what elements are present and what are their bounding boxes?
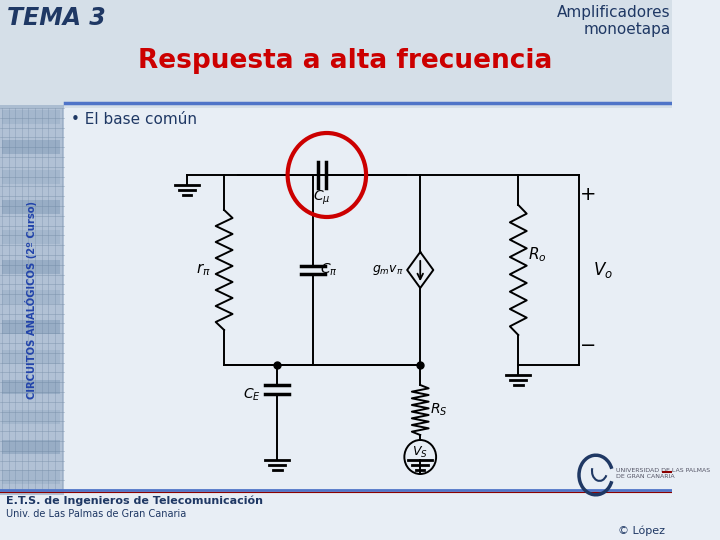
- Text: CIRCUITOS ANALÓGICOS (2º Curso): CIRCUITOS ANALÓGICOS (2º Curso): [24, 201, 37, 399]
- Text: $C_E$: $C_E$: [243, 387, 261, 403]
- FancyBboxPatch shape: [2, 440, 60, 454]
- FancyBboxPatch shape: [0, 0, 672, 108]
- Text: +: +: [580, 186, 597, 205]
- FancyBboxPatch shape: [2, 290, 60, 304]
- Text: monoetapa: monoetapa: [583, 22, 670, 37]
- Text: UNIVERSIDAD DE LAS PALMAS
DE GRAN CANARIA: UNIVERSIDAD DE LAS PALMAS DE GRAN CANARI…: [616, 468, 711, 479]
- FancyBboxPatch shape: [2, 410, 60, 424]
- FancyBboxPatch shape: [2, 380, 60, 394]
- Text: TEMA 3: TEMA 3: [7, 6, 107, 30]
- Text: $g_m v_\pi$: $g_m v_\pi$: [372, 263, 403, 277]
- FancyBboxPatch shape: [2, 350, 60, 364]
- Text: • El base común: • El base común: [71, 112, 197, 127]
- Text: $R_S$: $R_S$: [430, 402, 447, 418]
- Text: Amplificadores: Amplificadores: [557, 5, 670, 20]
- Text: Respuesta a alta frecuencia: Respuesta a alta frecuencia: [138, 48, 553, 74]
- Text: © López: © López: [618, 525, 665, 536]
- FancyBboxPatch shape: [2, 260, 60, 274]
- FancyBboxPatch shape: [2, 230, 60, 244]
- FancyBboxPatch shape: [2, 320, 60, 334]
- Text: $R_o$: $R_o$: [528, 246, 546, 265]
- FancyBboxPatch shape: [2, 470, 60, 484]
- FancyBboxPatch shape: [2, 170, 60, 184]
- Text: $V_o$: $V_o$: [593, 260, 613, 280]
- Text: E.T.S. de Ingenieros de Telecomunicación: E.T.S. de Ingenieros de Telecomunicación: [6, 496, 263, 507]
- FancyBboxPatch shape: [2, 110, 60, 124]
- Text: $r_\pi$: $r_\pi$: [197, 262, 211, 278]
- Text: −: −: [580, 335, 596, 354]
- FancyBboxPatch shape: [2, 140, 60, 154]
- FancyBboxPatch shape: [0, 105, 63, 495]
- Text: Univ. de Las Palmas de Gran Canaria: Univ. de Las Palmas de Gran Canaria: [6, 509, 186, 519]
- Text: $C_\mu$: $C_\mu$: [313, 189, 331, 207]
- Text: $C_\pi$: $C_\pi$: [320, 262, 338, 278]
- Text: $V_S$: $V_S$: [413, 445, 428, 460]
- FancyBboxPatch shape: [2, 200, 60, 214]
